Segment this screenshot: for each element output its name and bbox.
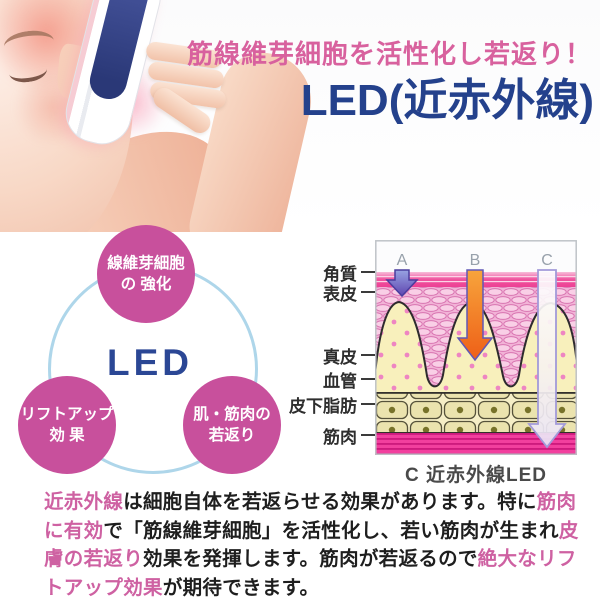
depth-letter-a: A bbox=[397, 252, 408, 269]
benefit-bubble-rejuvenation: 肌・筋肉の 若返り bbox=[183, 376, 281, 474]
body-copy: 近赤外線は細胞自体を若返らせる効果があります。特に筋肉に有効で「筋線維芽細胞」を… bbox=[44, 488, 584, 600]
benefit-bubble-fibroblast: 線維芽細胞 の 強化 bbox=[97, 225, 195, 323]
muscle-layer bbox=[375, 433, 577, 455]
leader-line bbox=[361, 434, 378, 436]
leader-line bbox=[361, 403, 378, 405]
diagram-caption: C 近赤外線LED bbox=[404, 465, 547, 486]
bubble-line: 肌・筋肉の bbox=[193, 405, 271, 423]
air-band bbox=[375, 240, 577, 272]
bubble-line: 若返り bbox=[208, 427, 256, 444]
bubble-line: 効 果 bbox=[49, 427, 85, 444]
leader-line bbox=[361, 378, 378, 380]
hero-photo: 筋線維芽細胞を活性化し若返り！ LED(近赤外線) bbox=[0, 0, 600, 232]
leader-line bbox=[361, 291, 378, 293]
layer-label-epidermis: 表皮 bbox=[292, 282, 378, 304]
layer-label-muscle: 筋肉 bbox=[292, 425, 378, 447]
skin-cross-section: 角質 表皮 真皮 血管 皮下脂肪 筋肉 bbox=[289, 238, 588, 490]
page-title: LED(近赤外線) bbox=[300, 76, 594, 125]
tagline: 筋線維芽細胞を活性化し若返り！ bbox=[186, 40, 592, 69]
arrow-c-icon bbox=[527, 269, 567, 449]
leader-line bbox=[361, 271, 378, 273]
layer-label-subcutaneous-fat: 皮下脂肪 bbox=[289, 394, 378, 416]
bubble-line: 線維芽細胞 bbox=[107, 254, 185, 272]
copy-text: で「筋線維芽細胞」を活性化し、若い筋肉が生まれ bbox=[103, 519, 559, 542]
copy-text: が期待できます。 bbox=[162, 576, 320, 599]
copy-text: 効果を発揮します。筋肉が若返るので bbox=[143, 548, 478, 571]
copy-highlight: 近赤外線 bbox=[44, 491, 124, 513]
bubble-line: リフトアップ bbox=[20, 405, 114, 423]
benefit-bubble-liftup: リフトアップ 効 果 bbox=[18, 376, 116, 474]
copy-highlight: 皮膚の若返り bbox=[44, 519, 579, 571]
layer-label-stratum-corneum: 角質 bbox=[292, 262, 378, 284]
depth-letter-c: C bbox=[541, 252, 553, 269]
layer-label-dermis: 真皮 bbox=[292, 345, 378, 367]
led-benefits-diagram: LED 線維芽細胞 の 強化 リフトアップ 効 果 肌・筋肉の 若返り bbox=[0, 218, 312, 482]
arrow-b-icon bbox=[456, 269, 494, 362]
copy-highlight: 絶大なリフトアップ効果 bbox=[44, 548, 577, 599]
led-center-label: LED bbox=[107, 342, 193, 383]
copy-highlight: 筋肉に有効 bbox=[44, 491, 577, 542]
arrow-a-icon bbox=[385, 269, 419, 298]
depth-letter-b: B bbox=[470, 252, 481, 269]
leader-line bbox=[361, 354, 378, 356]
skin-diagram-svg: A B C bbox=[375, 240, 577, 455]
bubble-line: の 強化 bbox=[120, 276, 172, 293]
layer-label-blood-vessel: 血管 bbox=[292, 369, 378, 391]
copy-text: は細胞自体を若返らせる効果があります。特に bbox=[123, 491, 537, 513]
diagram-border bbox=[375, 240, 577, 455]
